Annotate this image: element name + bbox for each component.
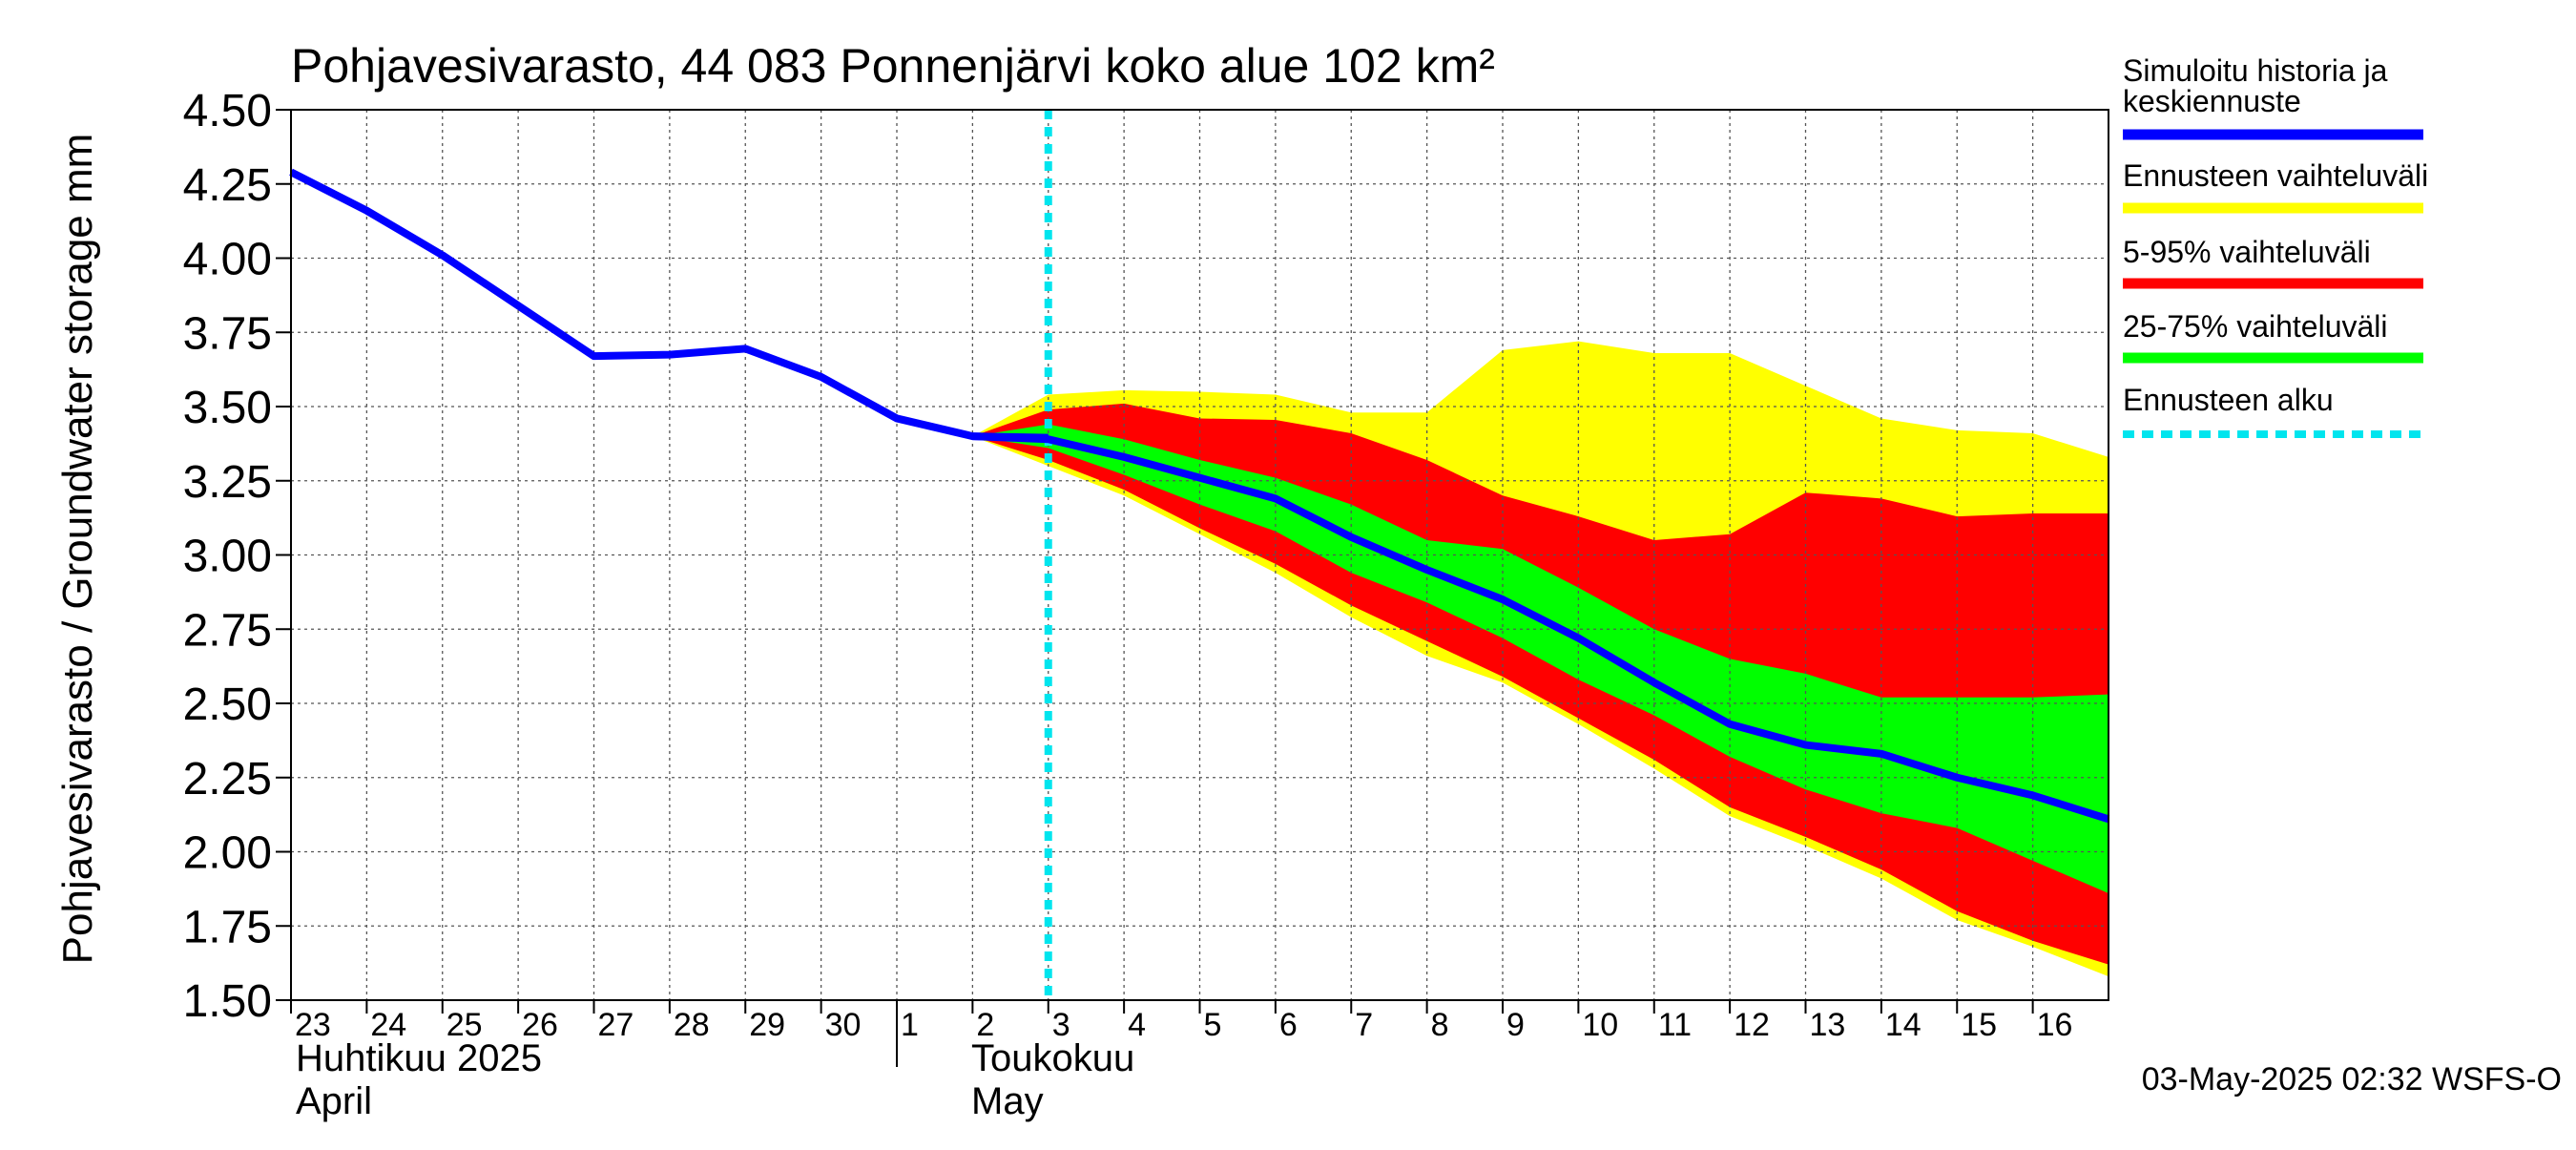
x-tick-label-5: 28 bbox=[674, 1007, 710, 1043]
x-tick-label-7: 30 bbox=[825, 1007, 862, 1043]
legend-label-1: Ennusteen vaihteluväli bbox=[2123, 158, 2428, 193]
x-tick-label-14: 7 bbox=[1355, 1007, 1373, 1043]
x-tick-label-10: 3 bbox=[1052, 1007, 1070, 1043]
y-tick-label-10: 2.00 bbox=[183, 828, 272, 879]
x-tick-label-0: 23 bbox=[295, 1007, 331, 1043]
legend-label-0: Simuloitu historia ja keskiennuste bbox=[2123, 53, 2388, 118]
legend-label-4: Ennusteen alku bbox=[2123, 383, 2334, 417]
y-tick-label-2: 4.00 bbox=[183, 235, 272, 285]
band-2 bbox=[972, 424, 2109, 894]
x-tick-label-11: 4 bbox=[1128, 1007, 1146, 1043]
y-tick-label-5: 3.25 bbox=[183, 457, 272, 508]
x-tick-label-13: 6 bbox=[1279, 1007, 1298, 1043]
x-tick-label-2: 25 bbox=[447, 1007, 483, 1043]
y-tick-label-4: 3.50 bbox=[183, 383, 272, 433]
legend-label-3: 25-75% vaihteluväli bbox=[2123, 309, 2388, 344]
x-tick-label-20: 13 bbox=[1810, 1007, 1846, 1043]
x-axis-ticks: 23 24 25 26 27 28 29 30 1 2 3 4 5 6 7 8 9 10 11 12 13 14 15 16 bbox=[290, 1000, 2073, 1043]
x-tick-label-19: 12 bbox=[1734, 1007, 1770, 1043]
x-tick-label-4: 27 bbox=[598, 1007, 634, 1043]
x-tick-label-9: 2 bbox=[976, 1007, 994, 1043]
y-tick-label-3: 3.75 bbox=[183, 308, 272, 359]
x-tick-label-18: 11 bbox=[1658, 1007, 1692, 1043]
x-tick-label-15: 8 bbox=[1431, 1007, 1449, 1043]
y-tick-label-11: 1.75 bbox=[183, 902, 272, 952]
y-tick-label-6: 3.00 bbox=[183, 532, 272, 582]
data-lines bbox=[289, 110, 2110, 1000]
y-tick-label-12: 1.50 bbox=[183, 976, 272, 1027]
y-axis-ticks: 4.50 4.25 4.00 3.75 3.50 3.25 3.00 2.75 2.50 2.25… bbox=[183, 86, 291, 1027]
x-tick-label-23: 16 bbox=[2037, 1007, 2073, 1043]
history-line bbox=[289, 168, 1049, 442]
y-tick-label-1: 4.25 bbox=[183, 160, 272, 211]
legend: Simuloitu historia ja keskiennuste Ennuste… bbox=[2123, 53, 2428, 438]
y-tick-label-8: 2.50 bbox=[183, 680, 272, 730]
month-label-may-en: May bbox=[971, 1080, 1044, 1122]
y-tick-label-9: 2.25 bbox=[183, 754, 272, 805]
month-label-april-fi: Huhtikuu 2025 bbox=[296, 1037, 542, 1079]
chart-title: Pohjavesivarasto, 44 083 Ponnenjärvi kok… bbox=[291, 39, 1495, 93]
x-tick-label-6: 29 bbox=[749, 1007, 785, 1043]
x-tick-label-21: 14 bbox=[1885, 1007, 1922, 1043]
x-tick-label-1: 24 bbox=[370, 1007, 406, 1043]
x-tick-label-17: 10 bbox=[1582, 1007, 1618, 1043]
x-tick-label-12: 5 bbox=[1204, 1007, 1222, 1043]
y-axis-label: Pohjavesivarasto / Groundwater storage m… bbox=[54, 134, 101, 965]
forecast-bands bbox=[972, 341, 2109, 977]
x-tick-label-3: 26 bbox=[522, 1007, 558, 1043]
mean-forecast-line bbox=[972, 432, 2110, 824]
x-tick-label-22: 15 bbox=[1961, 1007, 1997, 1043]
band-1 bbox=[972, 403, 2109, 965]
y-tick-label-0: 4.50 bbox=[183, 86, 272, 136]
footer-timestamp: 03-May-2025 02:32 WSFS-O bbox=[2142, 1061, 2562, 1098]
month-label-april-en: April bbox=[296, 1080, 372, 1122]
legend-label-2: 5-95% vaihteluväli bbox=[2123, 235, 2371, 269]
x-tick-label-16: 9 bbox=[1506, 1007, 1525, 1043]
grid-lines bbox=[291, 110, 2109, 1000]
month-label-may-fi: Toukokuu bbox=[971, 1037, 1134, 1079]
x-tick-label-8: 1 bbox=[901, 1007, 919, 1043]
y-tick-label-7: 2.75 bbox=[183, 605, 272, 656]
